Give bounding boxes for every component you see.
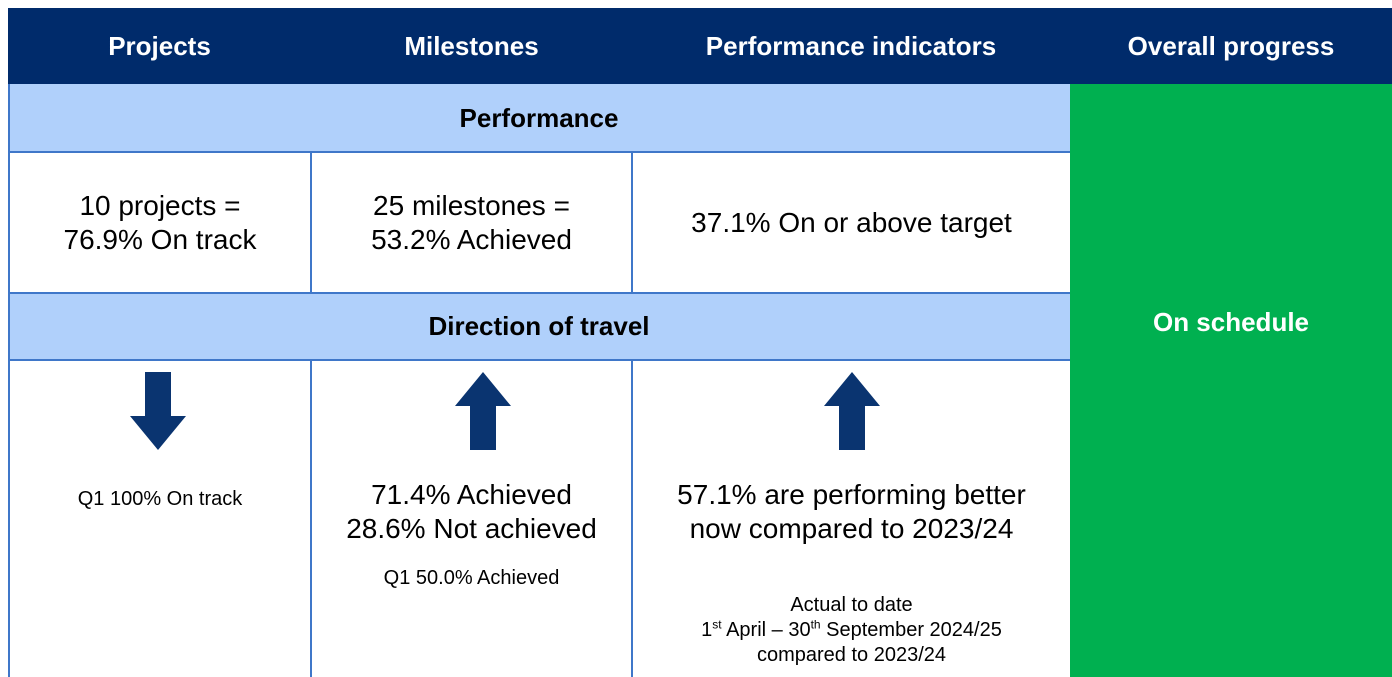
border	[310, 360, 312, 677]
text: Actual to date	[790, 594, 913, 616]
text: 28.6% Not achieved	[346, 513, 597, 544]
header-cell: Performance indicators	[632, 8, 1070, 84]
arrow-up	[824, 372, 880, 450]
cell: 71.4% Achieved 28.6% Not achieved	[312, 478, 631, 546]
border	[8, 151, 1070, 153]
note: Q1 50.0% Achieved	[383, 567, 560, 589]
note: Actual to date 1st April – 30th Septembe…	[633, 593, 1070, 668]
cell: 25 milestones = 53.2% Achieved	[312, 153, 631, 292]
cell: 57.1% are performing better now compared…	[633, 478, 1070, 546]
text: 1	[701, 619, 713, 641]
text: 1st April – 30th September 2024/25	[633, 618, 1070, 643]
cell: 37.1% On or above target	[633, 153, 1070, 292]
text: 53.2% Achieved	[371, 223, 572, 255]
border	[8, 84, 10, 677]
header-cell: Overall progress	[1070, 8, 1392, 84]
border	[631, 360, 633, 677]
text: 25 milestones =	[373, 189, 570, 221]
text: 76.9% On track	[63, 223, 257, 255]
arrow-down	[130, 372, 186, 450]
text: 37.1% On or above target	[691, 206, 1012, 238]
cell: 10 projects = 76.9% On track	[10, 153, 310, 292]
section-title: Performance	[8, 84, 1070, 152]
superscript: st	[712, 617, 722, 632]
text: September 2024/25	[820, 619, 1002, 641]
overall-status: On schedule	[1070, 84, 1392, 677]
text: compared to 2023/24	[756, 644, 947, 666]
arrow-up	[455, 372, 511, 450]
border	[8, 359, 1070, 361]
note: Q1 100% On track	[77, 488, 243, 510]
header-cell: Projects	[8, 8, 311, 84]
header-cell: Milestones	[311, 8, 632, 84]
border	[8, 292, 1070, 294]
text: 57.1% are performing better	[677, 479, 1026, 510]
border	[310, 152, 312, 293]
text: 10 projects =	[79, 189, 241, 221]
section-title: Direction of travel	[8, 293, 1070, 360]
text: April – 30	[721, 619, 811, 641]
border	[631, 152, 633, 293]
superscript: th	[810, 617, 821, 632]
text: 71.4% Achieved	[371, 479, 572, 510]
text: now compared to 2023/24	[689, 513, 1014, 544]
